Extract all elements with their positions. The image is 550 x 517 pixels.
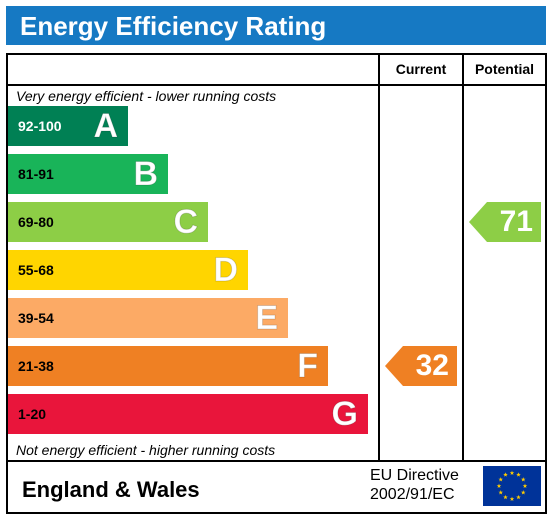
band-f: 21-38 F [8, 346, 328, 386]
flag-star-icon [503, 472, 508, 477]
potential-arrow-fill [469, 202, 541, 242]
band-letter: D [213, 251, 239, 290]
current-column-divider [378, 55, 380, 460]
potential-arrow-shape [469, 202, 541, 242]
band-range: 39-54 [18, 310, 54, 326]
current-rating-pointer: 32 [385, 346, 457, 386]
footer-divider [8, 460, 545, 462]
region-label: England & Wales [22, 477, 200, 502]
potential-column-header: Potential [474, 61, 535, 77]
eu-flag-icon [483, 466, 541, 506]
band-range: 1-20 [18, 406, 47, 422]
directive-line-2: 2002/91/EC [370, 486, 455, 503]
flag-star-icon [516, 472, 521, 477]
band-letter: A [93, 107, 119, 146]
band-a: 92-100 A [8, 106, 128, 146]
eu-directive: EU Directive 2002/91/EC [370, 466, 459, 504]
flag-star-icon [522, 483, 528, 488]
top-note: Very energy efficient - lower running co… [16, 88, 277, 104]
flag-star-icon [498, 477, 504, 482]
bottom-note: Not energy efficient - higher running co… [16, 442, 276, 458]
flag-star-icon [498, 490, 504, 495]
title-bar: Energy Efficiency Rating [6, 6, 546, 45]
rating-chart: Current Potential Very energy efficient … [6, 53, 547, 514]
flag-star-icon [520, 490, 526, 495]
band-range: 55-68 [18, 262, 54, 278]
flag-star-icon [503, 494, 508, 500]
band-e: 39-54 E [8, 298, 288, 338]
current-rating-value: 32 [415, 349, 449, 382]
band-letter: B [133, 155, 159, 194]
potential-rating-pointer: 71 [469, 202, 541, 242]
band-range: 21-38 [18, 358, 54, 374]
band-d: 55-68 D [8, 250, 248, 290]
flag-star-icon [509, 470, 515, 475]
potential-rating-value: 71 [499, 205, 533, 238]
header-divider [8, 84, 545, 86]
current-column-header: Current [395, 61, 447, 77]
directive-line-1: EU Directive [370, 467, 459, 484]
band-letter: F [297, 347, 319, 386]
band-g: 1-20 G [8, 394, 368, 434]
band-letter: E [255, 299, 279, 338]
band-letter: C [173, 203, 199, 242]
page-title: Energy Efficiency Rating [20, 11, 327, 41]
band-b: 81-91 B [8, 154, 168, 194]
flag-star-icon [520, 477, 526, 482]
current-arrow-shape [385, 346, 457, 386]
band-range: 81-91 [18, 166, 54, 182]
flag-star-icon [516, 494, 521, 500]
flag-star-icon [496, 483, 502, 488]
flag-star-icon [509, 496, 515, 501]
band-letter: G [331, 395, 358, 434]
band-range: 69-80 [18, 214, 54, 230]
potential-column-divider [462, 55, 464, 460]
current-arrow-fill [385, 346, 457, 386]
band-range: 92-100 [18, 118, 62, 134]
band-c: 69-80 C [8, 202, 208, 242]
